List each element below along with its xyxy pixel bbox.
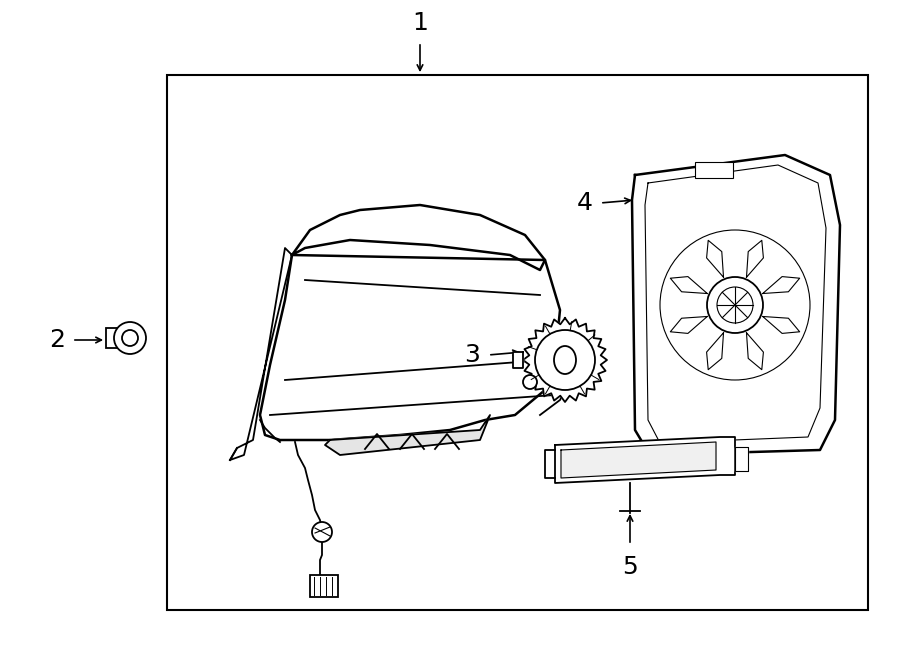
Circle shape: [122, 330, 138, 346]
Text: 3: 3: [464, 343, 480, 367]
Polygon shape: [561, 442, 716, 478]
Text: 4: 4: [577, 191, 593, 215]
Circle shape: [717, 287, 753, 323]
Polygon shape: [555, 437, 735, 483]
Ellipse shape: [554, 346, 576, 374]
Polygon shape: [292, 205, 545, 270]
Text: 2: 2: [49, 328, 65, 352]
Polygon shape: [513, 352, 523, 368]
Bar: [106, 328, 126, 348]
Circle shape: [535, 330, 595, 390]
Circle shape: [312, 522, 332, 542]
Bar: [310, 575, 338, 597]
Circle shape: [660, 230, 810, 380]
Polygon shape: [325, 415, 490, 455]
Polygon shape: [632, 155, 840, 455]
Polygon shape: [230, 248, 292, 460]
Text: 5: 5: [622, 555, 638, 579]
Polygon shape: [523, 318, 607, 402]
Polygon shape: [260, 255, 560, 440]
Circle shape: [114, 322, 146, 354]
Circle shape: [707, 277, 763, 333]
Bar: [695, 162, 733, 178]
Bar: [167, 75, 868, 610]
Circle shape: [523, 375, 537, 389]
Text: 1: 1: [412, 11, 427, 35]
Polygon shape: [735, 447, 748, 471]
